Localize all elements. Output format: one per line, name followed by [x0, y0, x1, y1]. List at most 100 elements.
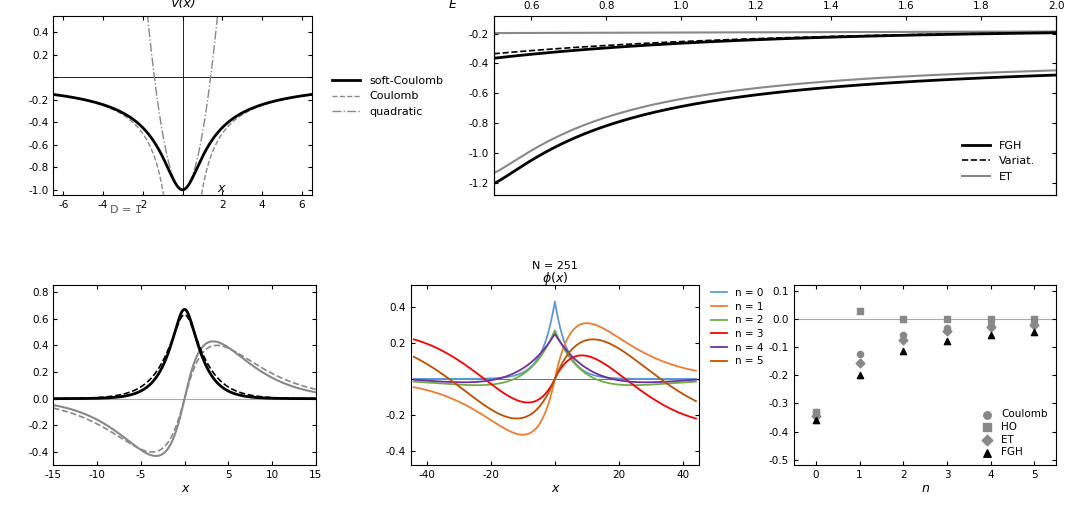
Legend: n = 0, n = 1, n = 2, n = 3, n = 4, n = 5: n = 0, n = 1, n = 2, n = 3, n = 4, n = 5	[711, 287, 765, 367]
HO	[1026, 315, 1044, 323]
n = 5	[541, 391, 554, 397]
n = 3	[541, 388, 554, 394]
Line: n = 1: n = 1	[414, 323, 696, 435]
HO	[851, 307, 869, 315]
Legend: FGH, Variat., ET: FGH, Variat., ET	[958, 136, 1039, 186]
Coulomb	[1026, 319, 1044, 327]
n = 3	[681, 413, 694, 419]
FGH	[983, 330, 1000, 339]
HO	[895, 315, 912, 323]
n = 2	[526, 363, 539, 370]
n = 2	[626, 382, 639, 388]
FGH	[808, 416, 825, 424]
FGH	[1026, 328, 1044, 336]
X-axis label: n: n	[921, 481, 929, 495]
n = 0	[528, 360, 541, 366]
n = 2	[408, 378, 420, 385]
Text: D = 1: D = 1	[110, 205, 142, 216]
n = 0	[541, 331, 554, 337]
n = 4	[548, 331, 561, 337]
Text: N = 251: N = 251	[532, 261, 577, 271]
n = 1	[689, 368, 702, 374]
FGH	[939, 337, 956, 345]
n = 4	[408, 376, 420, 383]
HO	[983, 315, 1000, 323]
n = 5	[667, 385, 680, 391]
Text: $\phi(x)$: $\phi(x)$	[542, 270, 568, 287]
Line: n = 4: n = 4	[414, 334, 696, 382]
Coulomb	[808, 408, 825, 416]
n = 3	[408, 336, 420, 342]
n = 4	[612, 377, 625, 384]
n = 5	[689, 398, 702, 404]
n = 5	[408, 354, 420, 360]
n = 0	[526, 362, 539, 369]
n = 1	[612, 334, 625, 341]
n = 1	[681, 366, 694, 372]
ET	[851, 359, 869, 367]
Line: n = 2: n = 2	[414, 330, 696, 385]
n = 2	[548, 327, 561, 333]
n = 5	[528, 408, 541, 415]
ET	[808, 412, 825, 420]
FGH	[895, 347, 912, 356]
ET	[1026, 321, 1044, 329]
n = 5	[681, 393, 694, 400]
ET	[895, 336, 912, 344]
X-axis label: x: x	[552, 481, 558, 495]
n = 2	[541, 342, 554, 348]
n = 0	[689, 376, 702, 382]
ET	[983, 323, 1000, 331]
Line: n = 3: n = 3	[414, 339, 696, 419]
n = 4	[689, 376, 702, 383]
n = 0	[667, 376, 680, 382]
n = 0	[612, 375, 625, 382]
n = 2	[528, 361, 541, 367]
Legend: Coulomb, HO, ET, FGH: Coulomb, HO, ET, FGH	[976, 408, 1049, 458]
n = 5	[526, 410, 539, 416]
n = 1	[667, 362, 680, 368]
n = 5	[587, 336, 600, 342]
n = 0	[408, 376, 420, 382]
n = 4	[667, 378, 680, 384]
Coulomb	[939, 324, 956, 332]
n = 3	[526, 399, 539, 405]
n = 3	[528, 398, 541, 404]
n = 3	[689, 416, 702, 422]
HO	[939, 315, 956, 323]
n = 3	[612, 371, 625, 377]
n = 5	[612, 345, 625, 352]
n = 0	[681, 376, 694, 382]
n = 1	[526, 429, 539, 435]
Coulomb	[895, 330, 912, 339]
Legend: soft-Coulomb, Coulomb, quadratic: soft-Coulomb, Coulomb, quadratic	[330, 74, 445, 119]
FGH	[851, 371, 869, 379]
n = 4	[528, 356, 541, 362]
n = 4	[541, 341, 554, 347]
n = 5	[510, 416, 523, 422]
Text: E: E	[449, 0, 457, 11]
HO	[808, 408, 825, 416]
n = 1	[516, 432, 529, 438]
Coulomb	[983, 321, 1000, 329]
Text: V(x): V(x)	[170, 0, 195, 9]
n = 2	[689, 378, 702, 385]
n = 2	[667, 380, 680, 386]
n = 4	[681, 377, 694, 384]
n = 1	[541, 402, 554, 408]
n = 2	[612, 382, 625, 388]
n = 1	[528, 427, 541, 433]
X-axis label: x: x	[180, 481, 188, 495]
n = 3	[667, 407, 680, 413]
n = 4	[526, 358, 539, 364]
n = 0	[548, 298, 561, 305]
Text: x: x	[218, 182, 225, 195]
n = 1	[408, 384, 420, 390]
Line: n = 5: n = 5	[414, 339, 696, 419]
n = 4	[640, 379, 653, 385]
ET	[939, 327, 956, 336]
Coulomb	[851, 350, 869, 358]
Line: n = 0: n = 0	[414, 301, 696, 379]
n = 2	[681, 379, 694, 385]
n = 1	[580, 320, 593, 326]
